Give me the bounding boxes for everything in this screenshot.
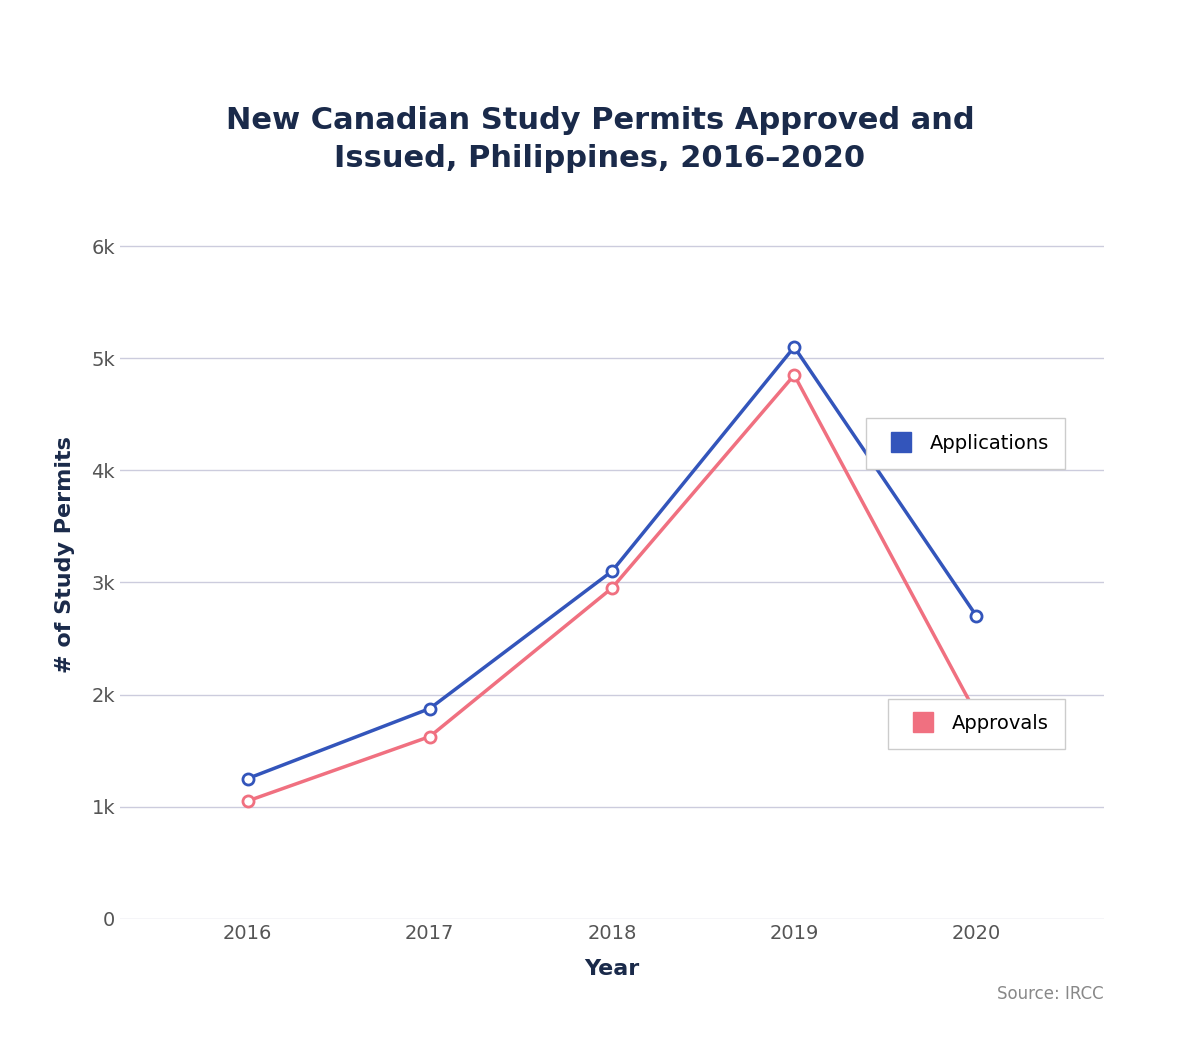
Legend: Approvals: Approvals [888, 699, 1064, 749]
Text: Source: IRCC: Source: IRCC [997, 985, 1104, 1003]
X-axis label: Year: Year [584, 959, 640, 979]
Y-axis label: # of Study Permits: # of Study Permits [55, 436, 74, 673]
Text: New Canadian Study Permits Approved and
Issued, Philippines, 2016–2020: New Canadian Study Permits Approved and … [226, 106, 974, 173]
